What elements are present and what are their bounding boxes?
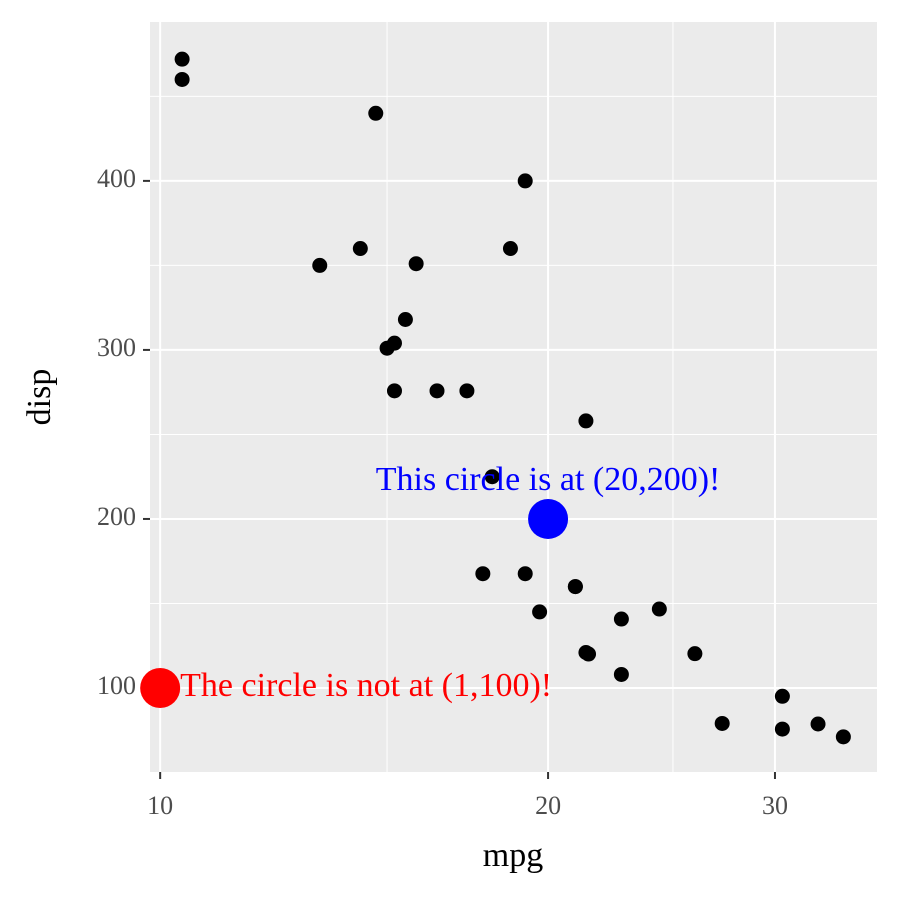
x-axis-title: mpg (483, 837, 543, 874)
annotation-label: This circle is at (20,200)! (376, 461, 721, 498)
point (613, 666, 629, 682)
point (810, 716, 826, 732)
point (578, 644, 594, 660)
point (774, 688, 790, 704)
point (517, 173, 533, 189)
y-tick-label: 300 (97, 333, 136, 362)
y-tick-label: 200 (97, 502, 136, 531)
point (408, 256, 424, 272)
point (517, 566, 533, 582)
point (774, 721, 790, 737)
point (502, 241, 518, 257)
annotation-label: The circle is not at (1,100)! (180, 667, 552, 704)
point (429, 383, 445, 399)
point (397, 311, 413, 327)
y-axis-title: disp (21, 369, 58, 426)
point (312, 257, 328, 273)
annotation-circle (528, 498, 569, 539)
point (459, 383, 475, 399)
point (352, 241, 368, 257)
panel-background (150, 22, 877, 772)
point (835, 729, 851, 745)
point (379, 340, 395, 356)
point (567, 579, 583, 595)
point (714, 715, 730, 731)
x-tick-label: 20 (535, 791, 561, 820)
point (532, 604, 548, 620)
point (174, 51, 190, 67)
point (174, 71, 190, 87)
point (687, 646, 703, 662)
point (386, 383, 402, 399)
y-tick-label: 100 (97, 671, 136, 700)
annotation-circle (140, 667, 181, 708)
x-tick-label: 30 (762, 791, 788, 820)
point (368, 105, 384, 121)
point (475, 566, 491, 582)
point (578, 413, 594, 429)
x-tick-label: 10 (147, 791, 173, 820)
point (484, 469, 500, 485)
point (613, 611, 629, 627)
point (651, 601, 667, 617)
y-tick-label: 400 (97, 164, 136, 193)
